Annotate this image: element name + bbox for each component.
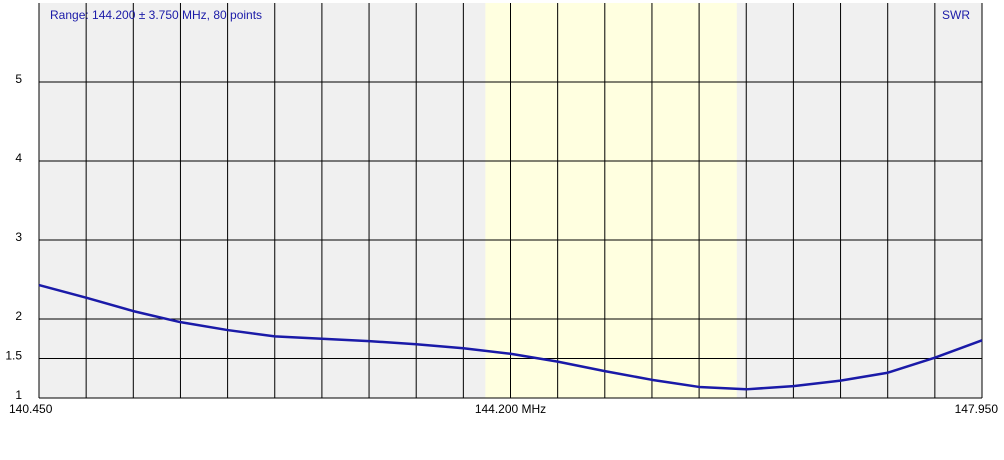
series-line <box>38 283 983 391</box>
y-tick-label: 1.5 <box>5 349 22 363</box>
highlight-band <box>485 3 737 398</box>
y-axis-label: SWR <box>942 8 970 22</box>
y-tick-label: 4 <box>15 151 22 165</box>
y-tick-label: 3 <box>15 230 22 244</box>
y-tick-label: 5 <box>15 72 22 86</box>
y-tick-label: 2 <box>15 309 22 323</box>
y-tick-label: 1 <box>15 388 22 402</box>
chart-title: Range: 144.200 ± 3.750 MHz, 80 points <box>50 8 262 22</box>
x-tick-label: 140.450 <box>9 402 53 416</box>
x-tick-label: 147.950 <box>955 402 999 416</box>
plot-area: 1 1.5 2 3 4 5 140.450 144.200 MHz 147.950 <box>5 3 998 416</box>
x-tick-label: 144.200 MHz <box>475 402 546 416</box>
